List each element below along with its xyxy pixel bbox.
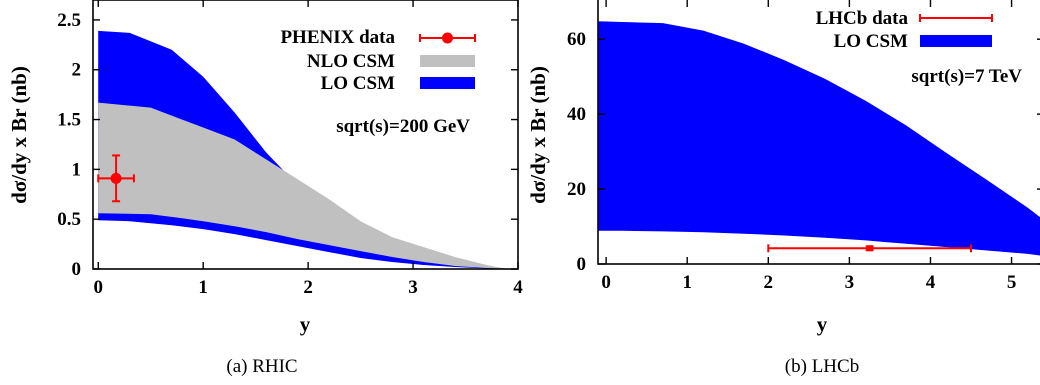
lhcb-ytick-label: 20 — [567, 179, 586, 200]
lhcb-legend-label-lo: LO CSM — [834, 31, 908, 52]
rhic-data-point — [97, 154, 135, 203]
lhcb-caption: (b) LHCb — [785, 356, 859, 377]
rhic-ytick-label: 1.5 — [57, 110, 81, 131]
rhic-legend-label-lo: LO CSM — [321, 73, 395, 94]
lhcb-legend: LHCb data LO CSM — [816, 8, 993, 52]
rhic-xlabel: y — [300, 312, 311, 336]
lhcb-ylabel: dσ/dy x Br (nb) — [526, 66, 550, 204]
lhcb-band-lo-csm — [598, 21, 1040, 256]
lhcb-xtick-label: 1 — [682, 272, 692, 293]
lhcb-ytick-label: 60 — [567, 29, 586, 50]
rhic-marker — [110, 172, 122, 184]
rhic-ticks — [93, 0, 519, 270]
panel-rhic: 0 1 2 3 4 0 0.5 1 1.5 2 2.5 y dσ/dy x Br (nb) sqrt… — [7, 0, 523, 377]
rhic-xtick-label: 1 — [198, 277, 208, 298]
rhic-band-nlo-csm — [98, 102, 508, 269]
rhic-tick-labels: 0 1 2 3 4 0 0.5 1 1.5 2 2.5 — [57, 10, 523, 298]
lhcb-xtick-label: 3 — [845, 272, 855, 293]
rhic-legend-swatch-lo-csm — [420, 77, 475, 89]
rhic-caption: (a) RHIC — [226, 356, 297, 377]
lhcb-legend-label-data: LHCb data — [816, 8, 909, 29]
rhic-ytick-label: 0.5 — [57, 209, 81, 230]
rhic-annotation: sqrt(s)=200 GeV — [336, 116, 470, 137]
lhcb-bands — [598, 21, 1040, 256]
rhic-ytick-label: 2 — [72, 60, 82, 81]
rhic-legend-swatch-nlo-csm — [420, 55, 475, 67]
rhic-xtick-label: 2 — [303, 277, 313, 298]
rhic-bands — [98, 30, 508, 270]
rhic-legend-label-phenix: PHENIX data — [280, 27, 395, 48]
rhic-plot-frame — [92, 0, 519, 270]
panel-lhcb: 0 1 2 3 4 5 0 20 40 60 y dσ/dy x Br (nb) sqrt(s)=… — [526, 0, 1040, 377]
lhcb-xlabel: y — [817, 312, 828, 336]
rhic-ytick-label: 1 — [72, 159, 82, 180]
lhcb-ytick-label: 40 — [567, 104, 586, 125]
rhic-legend-label-nlo: NLO CSM — [307, 51, 395, 72]
rhic-ytick-label: 0 — [72, 259, 82, 280]
lhcb-annotation: sqrt(s)=7 TeV — [911, 66, 1022, 87]
rhic-xtick-label: 4 — [513, 277, 523, 298]
lhcb-tick-labels: 0 1 2 3 4 5 0 20 40 60 — [567, 29, 1016, 293]
lhcb-points — [767, 244, 973, 253]
rhic-legend-marker — [442, 32, 453, 44]
rhic-xtick-label: 0 — [93, 277, 103, 298]
lhcb-marker — [866, 245, 873, 252]
lhcb-xtick-label: 5 — [1007, 272, 1017, 293]
lhcb-xtick-label: 2 — [764, 272, 774, 293]
rhic-legend: PHENIX data NLO CSM LO CSM — [280, 27, 476, 94]
lhcb-ticks — [598, 0, 1040, 265]
lhcb-legend-swatch-lo-csm — [920, 35, 992, 47]
lhcb-xtick-label: 0 — [601, 272, 611, 293]
rhic-xtick-label: 3 — [408, 277, 418, 298]
lhcb-ytick-label: 0 — [577, 254, 587, 275]
rhic-ytick-label: 2.5 — [57, 10, 81, 31]
lhcb-plot-frame — [597, 0, 1040, 265]
rhic-ylabel: dσ/dy x Br (nb) — [7, 66, 31, 204]
lhcb-data-point — [767, 244, 973, 253]
rhic-points — [97, 154, 135, 203]
lhcb-xtick-label: 4 — [926, 272, 936, 293]
